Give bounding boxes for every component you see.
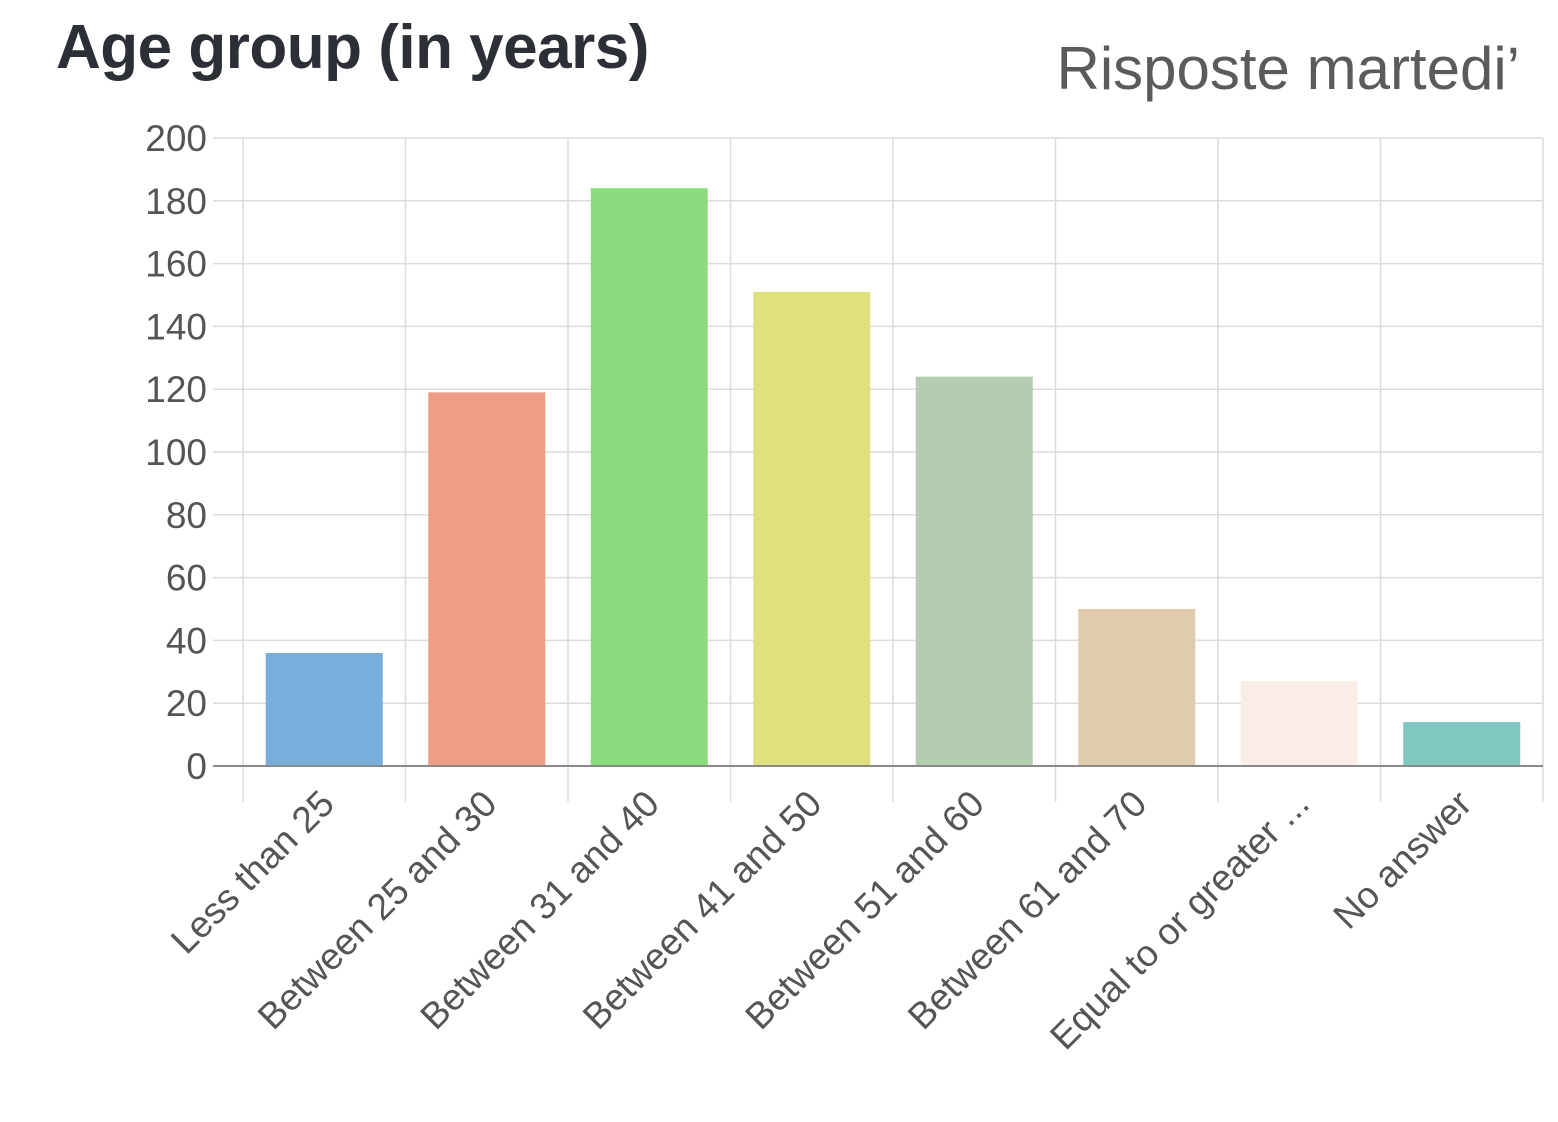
- chart-title: Age group (in years): [56, 13, 649, 82]
- y-tick-label: 60: [166, 558, 207, 599]
- y-tick-label: 120: [145, 369, 207, 410]
- bar[interactable]: Between 61 and 70: 50: [1078, 609, 1196, 766]
- y-tick-label: 140: [145, 306, 207, 347]
- y-tick-label: 100: [145, 432, 207, 473]
- y-tick-label: 160: [145, 244, 207, 285]
- x-tick-label: Less than 25: [163, 783, 342, 962]
- bar[interactable]: Between 25 and 30: 119: [428, 392, 546, 766]
- bar[interactable]: Between 31 and 40: 184: [590, 188, 708, 767]
- bar[interactable]: Between 41 and 50: 151: [753, 291, 871, 766]
- bar[interactable]: Less than 25: 36: [265, 652, 383, 766]
- y-tick-label: 40: [166, 620, 207, 661]
- y-tick-label: 80: [166, 495, 207, 536]
- bar[interactable]: Equal to or greater ...: 27: [1240, 681, 1358, 766]
- y-tick-label: 180: [145, 181, 207, 222]
- bar[interactable]: Between 51 and 60: 124: [915, 376, 1033, 766]
- x-tick-label: No answer: [1325, 783, 1479, 937]
- y-tick-label: 0: [186, 746, 207, 787]
- y-tick-label: 20: [166, 683, 207, 724]
- bars: Less than 25: 36 Between 25 and 30: 119 Be…: [265, 188, 1521, 767]
- bar[interactable]: No answer: 14: [1403, 722, 1521, 766]
- chart-annotation: Risposte martedi’: [1056, 35, 1520, 102]
- y-tick-label: 200: [145, 118, 207, 159]
